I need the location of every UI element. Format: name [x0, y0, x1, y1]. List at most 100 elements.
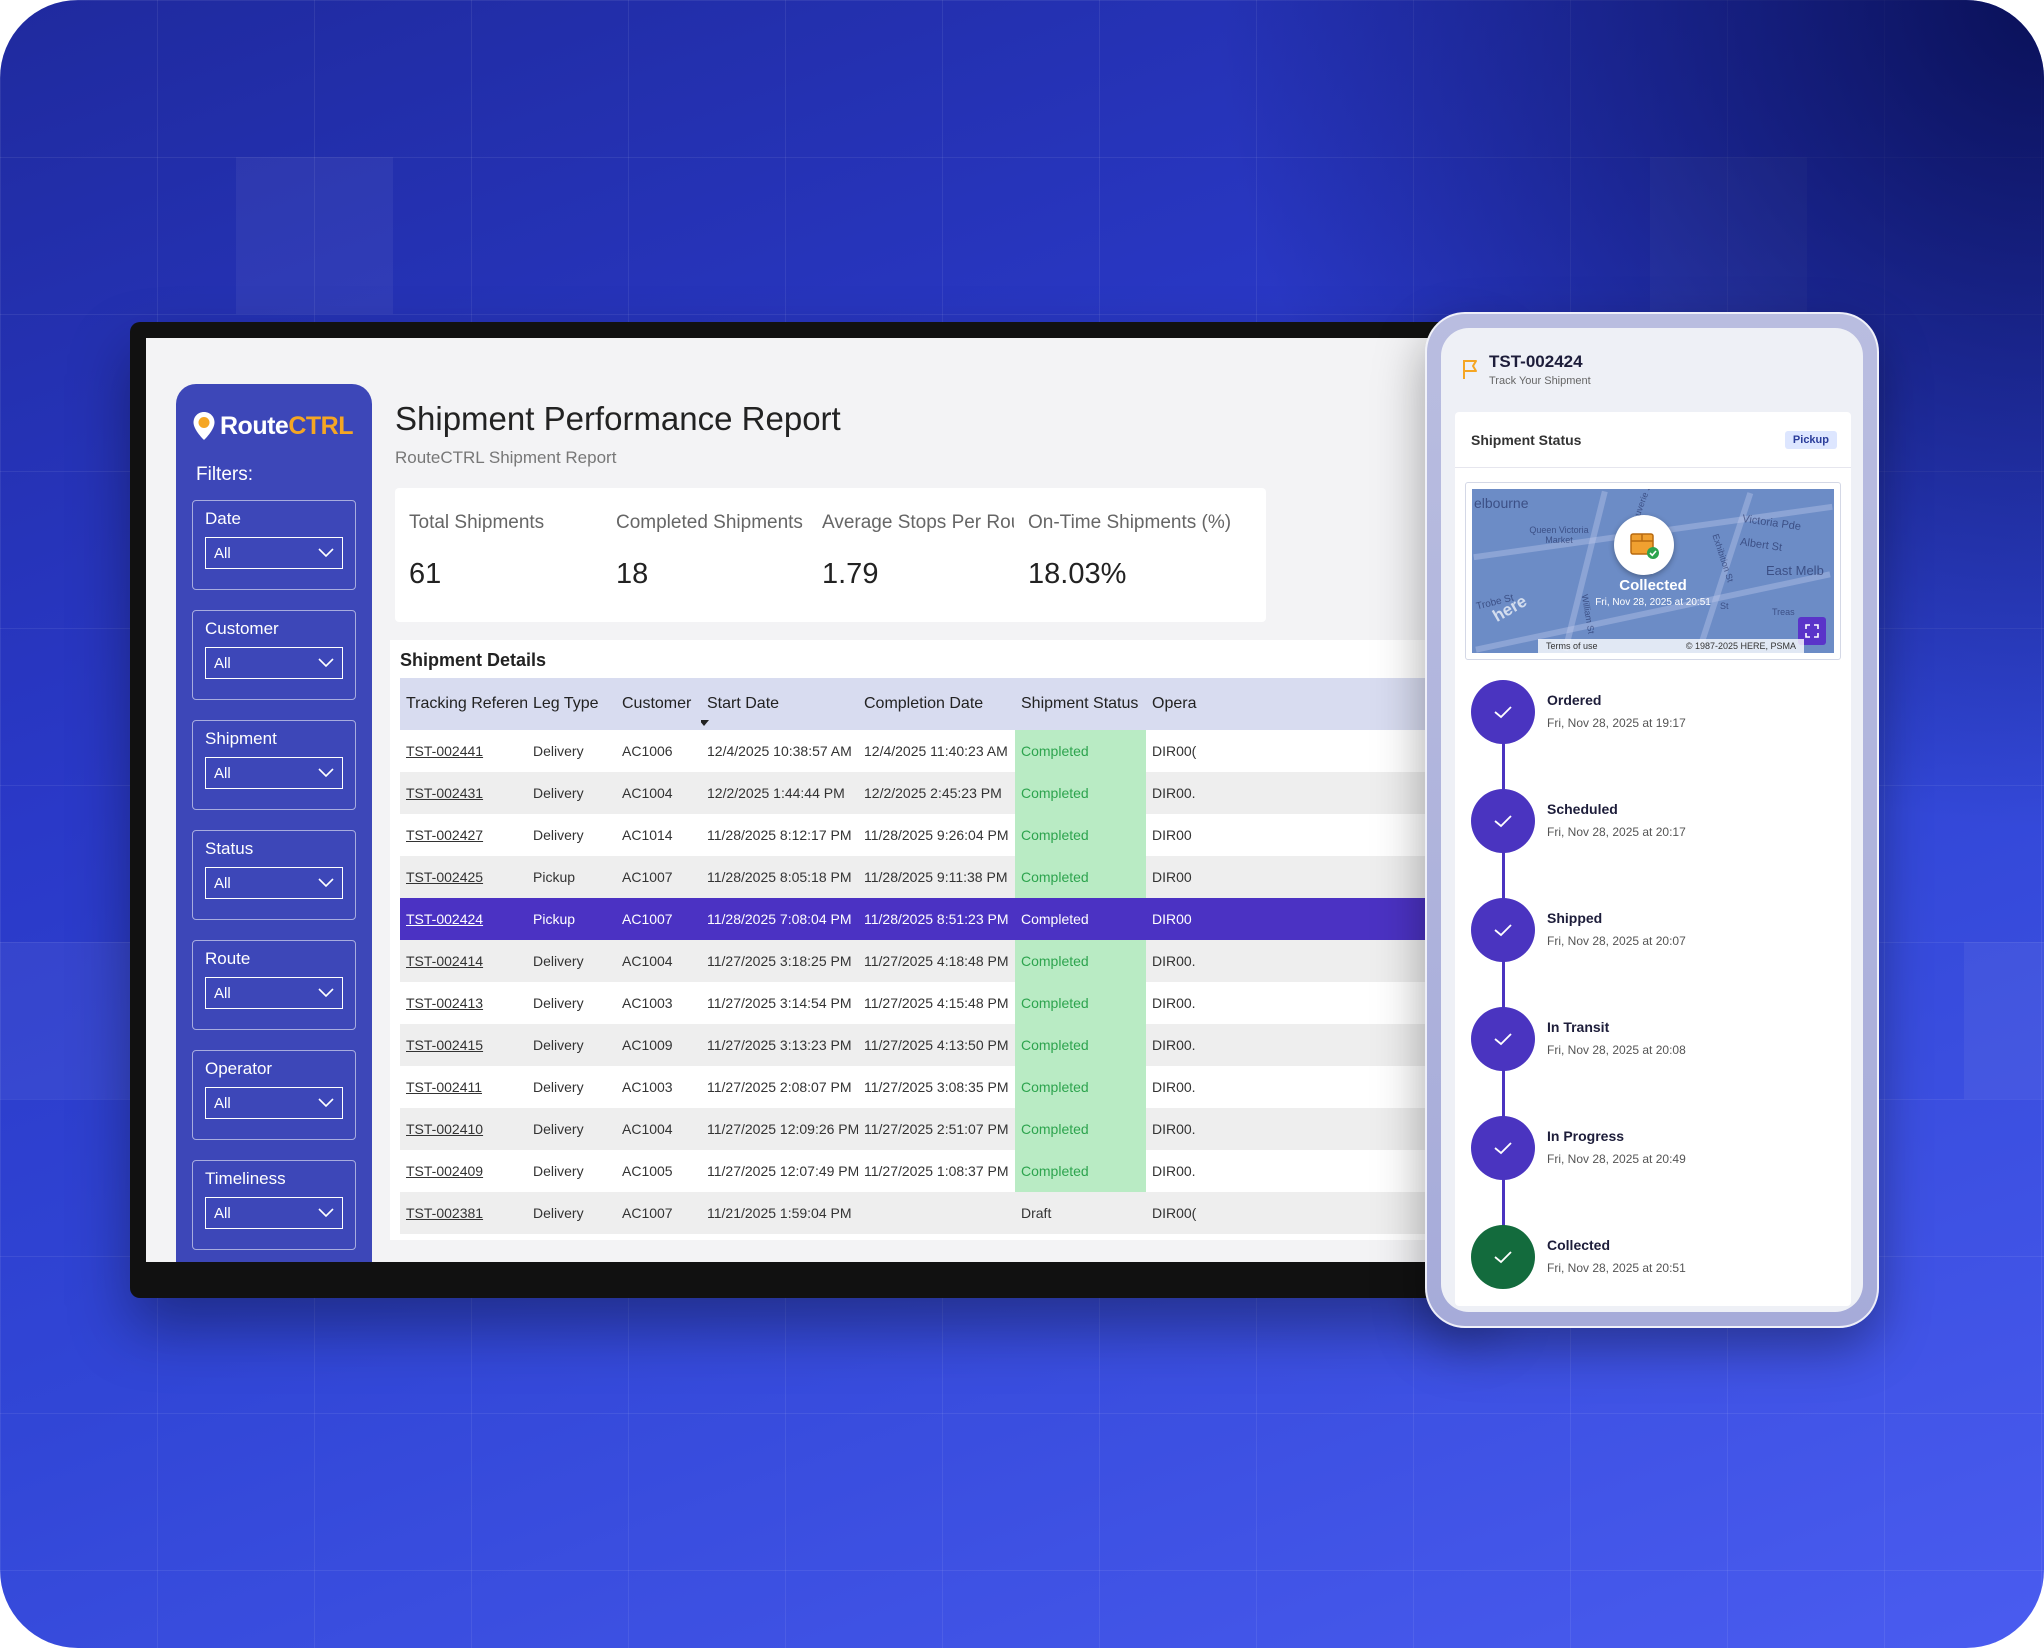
step-time: Fri, Nov 28, 2025 at 20:17 [1547, 825, 1686, 839]
checkmark-icon [1494, 1033, 1512, 1046]
cell-value: 11/27/2025 12:09:26 PM [707, 1121, 858, 1137]
filter-dropdown[interactable]: All [205, 1087, 343, 1119]
table-cell-ref[interactable]: TST-002425 [400, 856, 527, 898]
tracking-reference-link[interactable]: TST-002427 [406, 827, 484, 843]
table-cell-operator: DIR00. [1146, 1066, 1474, 1108]
terms-of-use-link[interactable]: Terms of use [1546, 641, 1598, 651]
step-title: Scheduled [1547, 801, 1618, 817]
column-header[interactable]: Completion Date [858, 678, 1015, 730]
cell-value: Completed [1021, 995, 1089, 1011]
table-row[interactable]: TST-002414 Delivery AC1004 11/27/2025 3:18:… [400, 940, 1474, 982]
cell-value: DIR00. [1152, 1037, 1196, 1053]
column-header[interactable]: Leg Type [527, 678, 616, 730]
tracking-reference-link[interactable]: TST-002409 [406, 1163, 484, 1179]
table-cell-ref[interactable]: TST-002415 [400, 1024, 527, 1066]
cell-value: AC1004 [622, 785, 673, 801]
kpi-label: On-Time Shipments (%) [1028, 512, 1232, 533]
table-cell-ref[interactable]: TST-002410 [400, 1108, 527, 1150]
table-cell-customer: AC1003 [616, 982, 701, 1024]
table-row[interactable]: TST-002381 Delivery AC1007 11/21/2025 1:59:… [400, 1192, 1474, 1234]
filter-dropdown[interactable]: All [205, 647, 343, 679]
tracking-reference-link[interactable]: TST-002413 [406, 995, 484, 1011]
cell-value: AC1009 [622, 1037, 673, 1053]
table-row[interactable]: TST-002415 Delivery AC1009 11/27/2025 3:13:… [400, 1024, 1474, 1066]
table-row[interactable]: TST-002427 Delivery AC1014 11/28/2025 8:12:… [400, 814, 1474, 856]
table-row[interactable]: TST-002411 Delivery AC1003 11/27/2025 2:08:… [400, 1066, 1474, 1108]
step-time: Fri, Nov 28, 2025 at 20:51 [1547, 1261, 1686, 1275]
table-cell-customer: AC1007 [616, 898, 701, 940]
table-cell-ref[interactable]: TST-002409 [400, 1150, 527, 1192]
table-cell-customer: AC1014 [616, 814, 701, 856]
timeline-step: Shipped Fri, Nov 28, 2025 at 20:07 [1471, 898, 1831, 1007]
tracking-reference-link[interactable]: TST-002410 [406, 1121, 484, 1137]
tracking-reference-link[interactable]: TST-002425 [406, 869, 484, 885]
table-cell-operator: DIR00. [1146, 982, 1474, 1024]
chevron-down-icon [318, 548, 334, 558]
tracking-map[interactable]: elbourne Queen Victoria Market Bouverie … [1472, 489, 1834, 653]
column-header[interactable]: Shipment Status [1015, 678, 1146, 730]
column-header[interactable]: Customer [616, 678, 701, 730]
map-label: Treas [1772, 607, 1795, 617]
table-cell-leg: Delivery [527, 1066, 616, 1108]
filter-dropdown[interactable]: All [205, 867, 343, 899]
cell-value: AC1003 [622, 1079, 673, 1095]
cell-value: AC1007 [622, 869, 673, 885]
filter-route: Route All [192, 940, 356, 1030]
table-cell-ref[interactable]: TST-002414 [400, 940, 527, 982]
table-row[interactable]: TST-002441 Delivery AC1006 12/4/2025 10:38:… [400, 730, 1474, 772]
checkmark-icon [1494, 815, 1512, 828]
tracking-reference-link[interactable]: TST-002424 [406, 911, 484, 927]
status-card-title: Shipment Status [1471, 431, 1582, 448]
table-cell-completion: 11/27/2025 4:18:48 PM [858, 940, 1015, 982]
cell-value: 12/2/2025 2:45:23 PM [864, 785, 1002, 801]
table-cell-start: 11/28/2025 8:05:18 PM [701, 856, 858, 898]
package-icon [1630, 533, 1659, 559]
tracking-reference-link[interactable]: TST-002414 [406, 953, 484, 969]
table-row[interactable]: TST-002410 Delivery AC1004 11/27/2025 12:09… [400, 1108, 1474, 1150]
tracking-reference-link[interactable]: TST-002415 [406, 1037, 484, 1053]
table-cell-ref[interactable]: TST-002427 [400, 814, 527, 856]
tracking-reference-link[interactable]: TST-002441 [406, 743, 484, 759]
column-header[interactable]: Start Date [701, 678, 858, 730]
cell-value: Delivery [533, 953, 584, 969]
filter-value: All [214, 764, 231, 782]
table-cell-customer: AC1004 [616, 772, 701, 814]
collected-marker [1614, 515, 1674, 575]
table-row[interactable]: TST-002425 Pickup AC1007 11/28/2025 8:05:18… [400, 856, 1474, 898]
tracking-reference-link[interactable]: TST-002431 [406, 785, 484, 801]
tracker-screen: TST-002424 Track Your Shipment Shipment … [1441, 328, 1863, 1312]
filter-label: Customer [205, 619, 279, 638]
cell-value: DIR00( [1152, 1205, 1197, 1221]
tracking-reference-link[interactable]: TST-002411 [406, 1079, 483, 1095]
filter-label: Date [205, 509, 241, 528]
table-cell-ref[interactable]: TST-002413 [400, 982, 527, 1024]
table-cell-status: Completed [1015, 940, 1146, 982]
filter-dropdown[interactable]: All [205, 1197, 343, 1229]
filter-dropdown[interactable]: All [205, 977, 343, 1009]
tracking-reference-link[interactable]: TST-002381 [406, 1205, 484, 1221]
table-cell-operator: DIR00. [1146, 1108, 1474, 1150]
filter-dropdown[interactable]: All [205, 757, 343, 789]
table-cell-ref[interactable]: TST-002381 [400, 1192, 527, 1234]
cell-value: 11/27/2025 3:08:35 PM [864, 1079, 1009, 1095]
table-cell-status: Completed [1015, 1066, 1146, 1108]
table-row[interactable]: TST-002424 Pickup AC1007 11/28/2025 7:08:04… [400, 898, 1474, 940]
map-footer: Terms of use © 1987-2025 HERE, PSMA [1538, 639, 1804, 653]
table-cell-ref[interactable]: TST-002424 [400, 898, 527, 940]
cell-value: 11/27/2025 1:08:37 PM [864, 1163, 1009, 1179]
table-cell-start: 11/21/2025 1:59:04 PM [701, 1192, 858, 1234]
map-frame: elbourne Queen Victoria Market Bouverie … [1465, 482, 1841, 660]
table-row[interactable]: TST-002409 Delivery AC1005 11/27/2025 12:07… [400, 1150, 1474, 1192]
column-header[interactable]: Tracking Reference [400, 678, 527, 730]
column-header[interactable]: Opera [1146, 678, 1474, 730]
table-cell-leg: Delivery [527, 1150, 616, 1192]
table-cell-ref[interactable]: TST-002441 [400, 730, 527, 772]
page-title: Shipment Performance Report [395, 400, 841, 437]
table-cell-ref[interactable]: TST-002431 [400, 772, 527, 814]
table-cell-customer: AC1005 [616, 1150, 701, 1192]
map-label: East Melb [1766, 563, 1824, 578]
table-row[interactable]: TST-002431 Delivery AC1004 12/2/2025 1:44:4… [400, 772, 1474, 814]
table-row[interactable]: TST-002413 Delivery AC1003 11/27/2025 3:14:… [400, 982, 1474, 1024]
table-cell-ref[interactable]: TST-002411 [400, 1066, 527, 1108]
filter-dropdown[interactable]: All [205, 537, 343, 569]
